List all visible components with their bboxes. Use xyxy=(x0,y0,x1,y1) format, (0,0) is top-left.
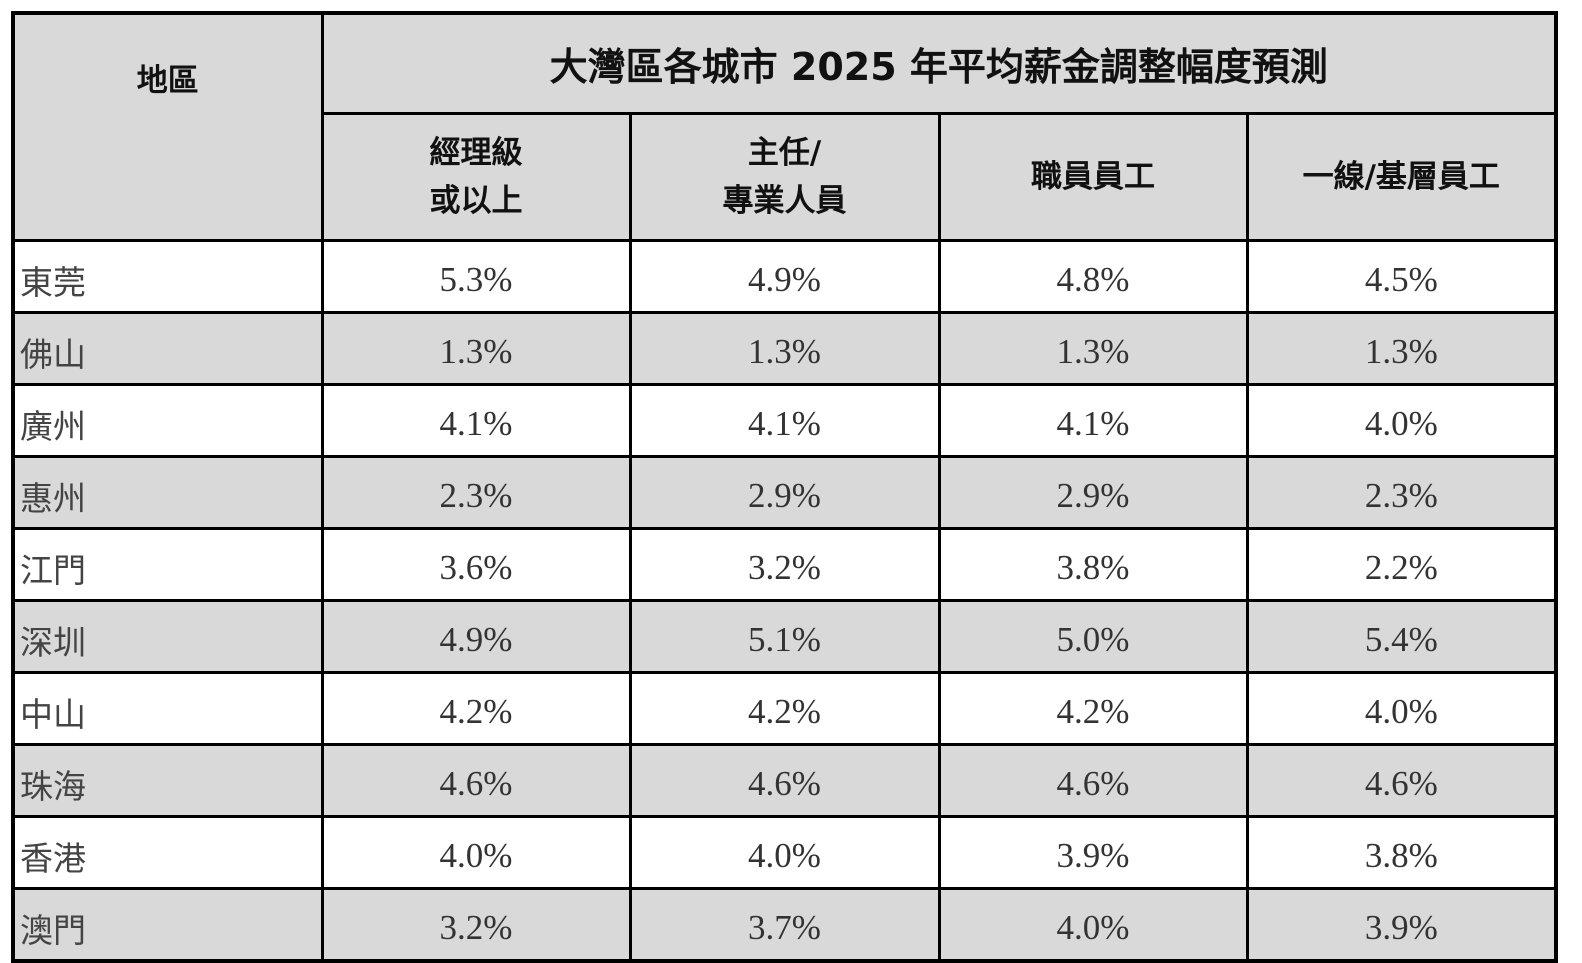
header-row: 地區 大灣區各城市 2025 年平均薪金調整幅度預測 xyxy=(11,11,1558,242)
column-header-line: 或以上 xyxy=(429,183,523,219)
column-header-row: 經理級 或以上 主任/專業人員 職員員工 一線/基層員工 xyxy=(13,112,1558,242)
region-cell: 珠海 xyxy=(11,743,324,818)
table-row: 珠海 4.6% 4.6% 4.6% 4.6% xyxy=(11,743,1558,818)
value-cell: 4.1% xyxy=(628,383,941,458)
table-row: 中山 4.2% 4.2% 4.2% 4.0% xyxy=(11,671,1558,746)
table-row: 江門 3.6% 3.2% 3.8% 2.2% xyxy=(11,527,1558,602)
value-cell: 1.3% xyxy=(320,311,632,386)
value-cell: 4.1% xyxy=(937,383,1249,458)
value-cell: 4.9% xyxy=(320,599,632,674)
value-cell: 4.9% xyxy=(628,239,941,314)
value-cell: 2.2% xyxy=(1245,527,1558,602)
region-cell: 東莞 xyxy=(11,239,324,314)
value-cell: 1.3% xyxy=(1245,311,1558,386)
value-cell: 2.3% xyxy=(1245,455,1558,530)
value-cell: 3.6% xyxy=(320,527,632,602)
region-header: 地區 xyxy=(11,11,324,242)
column-header-line: 職員員工 xyxy=(1031,159,1155,195)
value-cell: 3.7% xyxy=(628,887,941,963)
value-cell: 5.0% xyxy=(937,599,1249,674)
value-cell: 4.0% xyxy=(1245,671,1558,746)
table-row: 東莞 5.3% 4.9% 4.8% 4.5% xyxy=(11,239,1558,314)
value-cell: 4.6% xyxy=(1245,743,1558,818)
table-row: 澳門 3.2% 3.7% 4.0% 3.9% xyxy=(11,887,1558,963)
value-cell: 3.9% xyxy=(1245,887,1558,963)
salary-table: 地區 大灣區各城市 2025 年平均薪金調整幅度預測 經理級 或以上 主任/專業人員… xyxy=(11,11,1559,963)
column-header: 職員員工 xyxy=(937,112,1249,242)
region-cell: 江門 xyxy=(11,527,324,602)
value-cell: 2.9% xyxy=(628,455,941,530)
value-cell: 4.0% xyxy=(320,815,632,890)
region-cell: 深圳 xyxy=(11,599,324,674)
column-header-line: 主任/ xyxy=(747,135,822,171)
value-cell: 5.3% xyxy=(320,239,632,314)
region-cell: 香港 xyxy=(11,815,324,890)
table-title: 大灣區各城市 2025 年平均薪金調整幅度預測 xyxy=(320,11,1558,115)
value-cell: 4.6% xyxy=(937,743,1249,818)
value-cell: 4.2% xyxy=(628,671,941,746)
table-row: 佛山 1.3% 1.3% 1.3% 1.3% xyxy=(11,311,1558,386)
column-header: 經理級 或以上 xyxy=(320,112,632,242)
value-cell: 3.2% xyxy=(320,887,632,963)
value-cell: 3.8% xyxy=(937,527,1249,602)
value-cell: 4.0% xyxy=(937,887,1249,963)
value-cell: 1.3% xyxy=(628,311,941,386)
column-header-line: 專業人員 xyxy=(722,183,847,219)
column-header-line: 一線/基層員工 xyxy=(1302,159,1500,195)
region-cell: 中山 xyxy=(11,671,324,746)
value-cell: 4.5% xyxy=(1245,239,1558,314)
region-cell: 佛山 xyxy=(11,311,324,386)
value-cell: 4.1% xyxy=(320,383,632,458)
value-cell: 2.3% xyxy=(320,455,632,530)
value-cell: 4.0% xyxy=(628,815,941,890)
table-row: 香港 4.0% 4.0% 3.9% 3.8% xyxy=(11,815,1558,890)
column-header-line: 經理級 xyxy=(429,135,523,171)
value-cell: 5.1% xyxy=(628,599,941,674)
column-header: 主任/專業人員 xyxy=(628,112,941,242)
column-header: 一線/基層員工 xyxy=(1245,112,1558,242)
table-body: 東莞 5.3% 4.9% 4.8% 4.5% 佛山 1.3% 1.3% 1.3% 1.3% 廣州 4.… xyxy=(11,239,1558,963)
value-cell: 3.9% xyxy=(937,815,1249,890)
value-cell: 4.8% xyxy=(937,239,1249,314)
table-head: 地區 大灣區各城市 2025 年平均薪金調整幅度預測 經理級 或以上 主任/專業人員… xyxy=(11,11,1558,242)
region-cell: 澳門 xyxy=(11,887,324,963)
table-row: 深圳 4.9% 5.1% 5.0% 5.4% xyxy=(11,599,1558,674)
value-cell: 4.6% xyxy=(320,743,632,818)
region-cell: 廣州 xyxy=(11,383,324,458)
value-cell: 3.8% xyxy=(1245,815,1558,890)
value-cell: 4.6% xyxy=(628,743,941,818)
value-cell: 4.2% xyxy=(937,671,1249,746)
value-cell: 4.2% xyxy=(320,671,632,746)
value-cell: 2.9% xyxy=(937,455,1249,530)
table-row: 惠州 2.3% 2.9% 2.9% 2.3% xyxy=(11,455,1558,530)
value-cell: 3.2% xyxy=(628,527,941,602)
table-row: 廣州 4.1% 4.1% 4.1% 4.0% xyxy=(11,383,1558,458)
value-cell: 5.4% xyxy=(1245,599,1558,674)
region-cell: 惠州 xyxy=(11,455,324,530)
value-cell: 4.0% xyxy=(1245,383,1558,458)
value-cell: 1.3% xyxy=(937,311,1249,386)
